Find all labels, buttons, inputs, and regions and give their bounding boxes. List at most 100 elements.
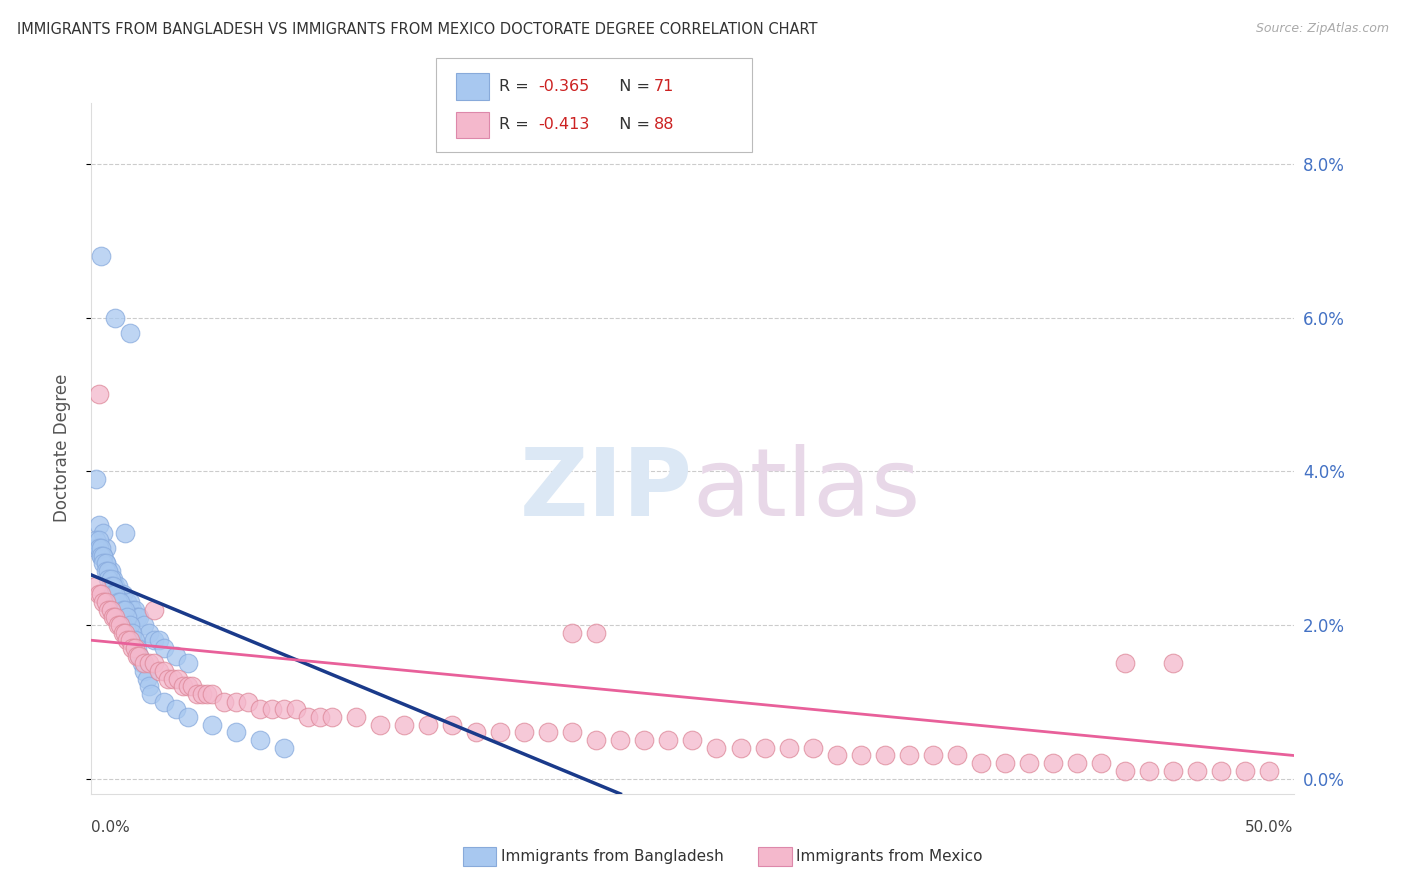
Point — [84, 472, 107, 486]
Point — [118, 595, 141, 609]
Point — [1258, 764, 1281, 778]
Point — [162, 672, 184, 686]
Point — [84, 533, 107, 548]
Point — [121, 640, 143, 655]
Point — [489, 725, 512, 739]
Point — [131, 657, 153, 671]
Point — [93, 557, 115, 571]
Point — [100, 580, 122, 594]
Text: ZIP: ZIP — [520, 443, 692, 536]
Y-axis label: Doctorate Degree: Doctorate Degree — [52, 374, 70, 523]
Point — [93, 525, 115, 540]
Point — [778, 740, 800, 755]
Point — [138, 657, 160, 671]
Point — [273, 702, 295, 716]
Point — [104, 587, 127, 601]
Point — [801, 740, 824, 755]
Text: R =: R = — [499, 79, 534, 95]
Point — [125, 610, 148, 624]
Point — [128, 610, 150, 624]
Point — [128, 648, 150, 663]
Point — [100, 602, 122, 616]
Point — [167, 672, 190, 686]
Point — [186, 687, 208, 701]
Point — [284, 702, 307, 716]
Point — [94, 557, 117, 571]
Point — [344, 710, 367, 724]
Point — [117, 595, 139, 609]
Point — [897, 748, 920, 763]
Point — [165, 648, 187, 663]
Point — [100, 572, 122, 586]
Point — [1161, 764, 1184, 778]
Point — [128, 648, 150, 663]
Point — [94, 595, 117, 609]
Point — [94, 557, 117, 571]
Text: N =: N = — [609, 118, 655, 133]
Point — [172, 679, 194, 693]
Point — [104, 580, 127, 594]
Text: 88: 88 — [654, 118, 675, 133]
Point — [107, 595, 129, 609]
Text: 50.0%: 50.0% — [1246, 821, 1294, 835]
Point — [87, 533, 110, 548]
Point — [465, 725, 488, 739]
Point — [93, 549, 115, 563]
Point — [754, 740, 776, 755]
Point — [124, 640, 146, 655]
Point — [138, 679, 160, 693]
Point — [195, 687, 218, 701]
Point — [1066, 756, 1088, 771]
Point — [87, 587, 110, 601]
Point — [537, 725, 560, 739]
Point — [297, 710, 319, 724]
Point — [117, 610, 139, 624]
Point — [94, 541, 117, 555]
Point — [104, 610, 127, 624]
Text: IMMIGRANTS FROM BANGLADESH VS IMMIGRANTS FROM MEXICO DOCTORATE DEGREE CORRELATIO: IMMIGRANTS FROM BANGLADESH VS IMMIGRANTS… — [17, 22, 817, 37]
Point — [152, 664, 174, 678]
Text: -0.365: -0.365 — [538, 79, 589, 95]
Point — [138, 625, 160, 640]
Point — [873, 748, 896, 763]
Point — [101, 572, 124, 586]
Point — [681, 733, 703, 747]
Point — [176, 657, 198, 671]
Point — [93, 595, 115, 609]
Point — [90, 249, 112, 263]
Point — [90, 549, 112, 563]
Text: N =: N = — [609, 79, 655, 95]
Point — [1187, 764, 1209, 778]
Text: R =: R = — [499, 118, 534, 133]
Point — [141, 687, 163, 701]
Point — [124, 602, 146, 616]
Point — [1161, 657, 1184, 671]
Point — [97, 602, 120, 616]
Point — [585, 625, 607, 640]
Point — [249, 733, 271, 747]
Point — [97, 564, 120, 578]
Point — [176, 710, 198, 724]
Point — [97, 572, 120, 586]
Point — [114, 625, 136, 640]
Point — [117, 633, 139, 648]
Point — [101, 580, 124, 594]
Point — [90, 541, 112, 555]
Point — [1234, 764, 1257, 778]
Point — [730, 740, 752, 755]
Point — [308, 710, 330, 724]
Point — [118, 618, 141, 632]
Point — [134, 664, 156, 678]
Point — [148, 633, 170, 648]
Text: Immigrants from Bangladesh: Immigrants from Bangladesh — [501, 849, 723, 863]
Point — [134, 657, 156, 671]
Point — [706, 740, 728, 755]
Point — [201, 687, 224, 701]
Point — [191, 687, 214, 701]
Point — [111, 587, 134, 601]
Point — [84, 580, 107, 594]
Point — [849, 748, 872, 763]
Point — [561, 625, 583, 640]
Point — [142, 633, 165, 648]
Point — [111, 602, 134, 616]
